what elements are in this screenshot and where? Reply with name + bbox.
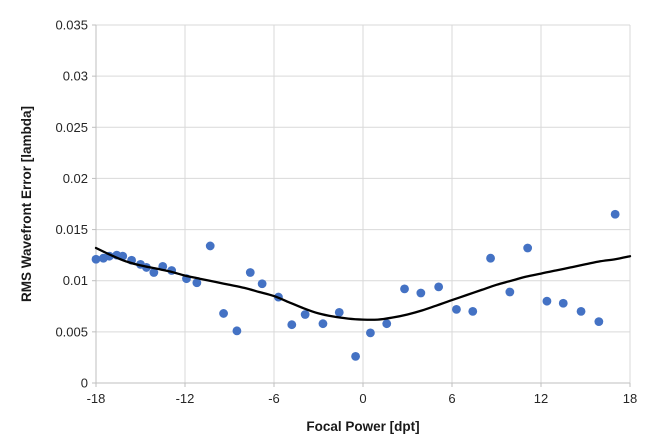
- data-points: [91, 209, 620, 361]
- data-point: [219, 309, 228, 318]
- x-tick-label: 12: [534, 391, 548, 406]
- data-point: [542, 296, 552, 306]
- y-tick-label: 0.005: [55, 324, 88, 339]
- x-tick-label: 6: [448, 391, 455, 406]
- x-tick-label: -6: [268, 391, 280, 406]
- y-tick-label: 0.035: [55, 18, 88, 33]
- data-point: [287, 320, 297, 330]
- tick-labels: 0 0.005 0.01 0.015 0.02 0.025 0.03 0.035 -18 -12 -…: [55, 18, 637, 407]
- data-point: [558, 298, 568, 308]
- data-point: [468, 307, 478, 316]
- data-point: [382, 319, 392, 329]
- x-axis-title: Focal Power [dpt]: [306, 419, 419, 434]
- y-tick-label: 0: [81, 376, 88, 391]
- gridlines: [95, 24, 631, 384]
- data-point: [91, 254, 101, 264]
- data-point: [245, 268, 255, 277]
- data-point: [366, 328, 375, 338]
- trend-curve: [94, 246, 632, 321]
- data-point: [400, 284, 409, 294]
- data-point: [192, 278, 202, 288]
- y-axis-title: RMS Wavefront Error [lambda]: [19, 106, 34, 302]
- x-tick-label: 18: [623, 391, 637, 406]
- x-tick-label: -12: [176, 391, 195, 406]
- trend-path: [94, 246, 632, 321]
- data-point: [149, 268, 159, 277]
- y-tick-label: 0.025: [55, 120, 88, 135]
- data-point: [610, 209, 620, 219]
- x-tick-label: -18: [87, 391, 106, 406]
- data-point: [576, 307, 586, 316]
- data-point: [351, 352, 360, 361]
- data-point: [434, 282, 444, 292]
- data-point: [594, 317, 604, 327]
- y-tick-label: 0.015: [55, 222, 88, 237]
- data-point: [486, 253, 495, 263]
- data-point: [257, 279, 267, 289]
- y-tick-label: 0.03: [63, 69, 88, 84]
- data-point: [318, 319, 328, 329]
- data-point: [523, 243, 533, 253]
- data-point: [452, 304, 461, 314]
- axes: [92, 24, 631, 387]
- data-point: [232, 326, 242, 336]
- data-point: [505, 287, 515, 297]
- data-point: [334, 308, 344, 317]
- data-point: [205, 241, 215, 251]
- data-point: [416, 288, 426, 298]
- x-tick-label: 0: [359, 391, 366, 406]
- y-tick-label: 0.01: [63, 273, 88, 288]
- data-point: [300, 310, 310, 319]
- y-tick-label: 0.02: [63, 171, 88, 186]
